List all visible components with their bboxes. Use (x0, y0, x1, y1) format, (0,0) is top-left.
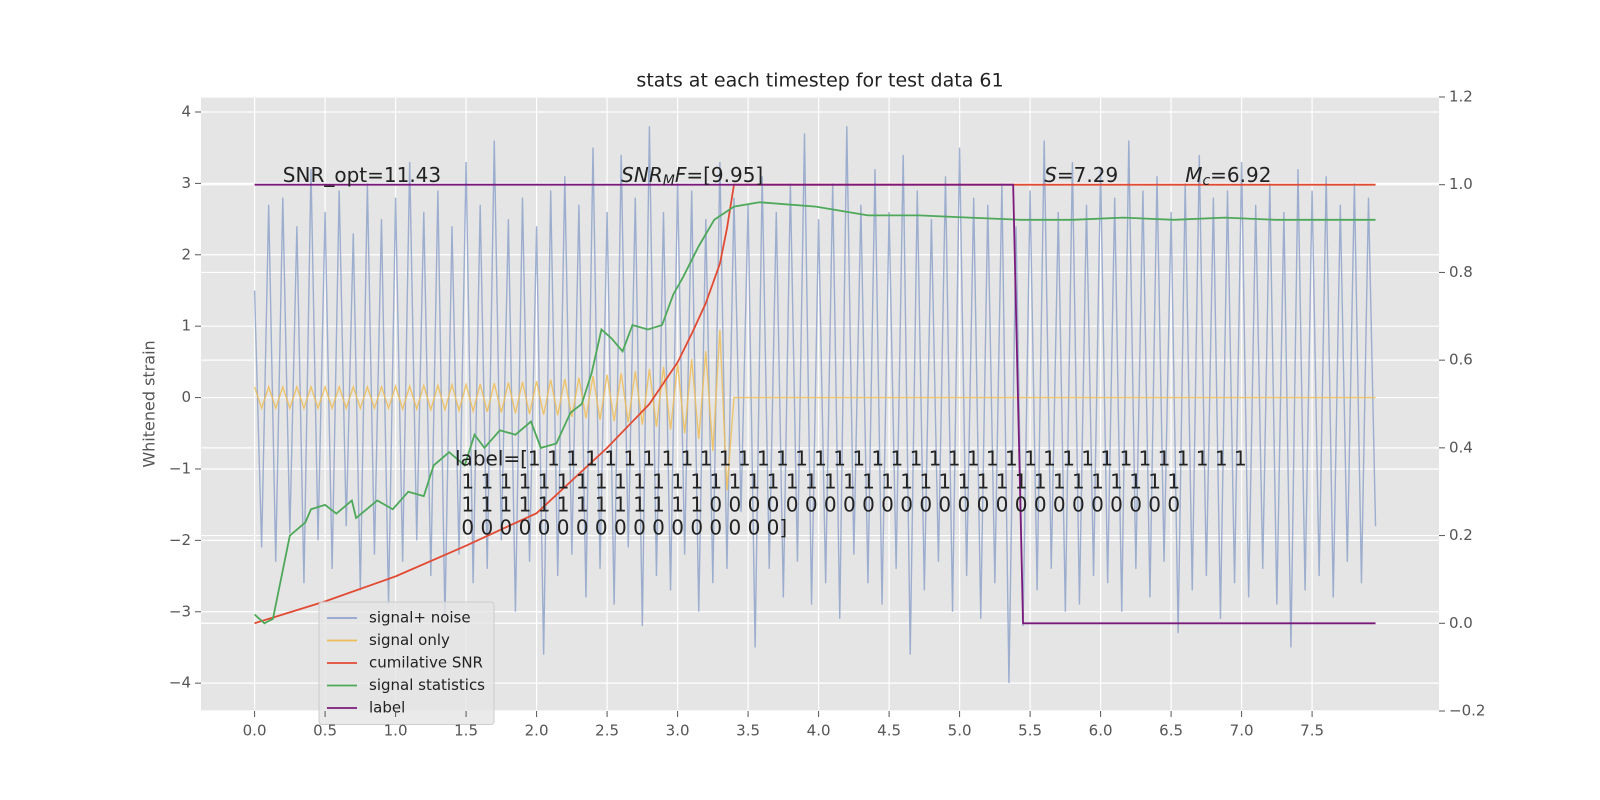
series-line (253, 201, 1376, 625)
x-tick-label: 6.5 (1159, 722, 1183, 740)
x-tick-label: 1.5 (454, 722, 478, 740)
x-tick-label: 4.0 (807, 722, 831, 740)
annotation-part: M (663, 173, 675, 189)
legend-label: cumilative SNR (369, 654, 483, 672)
annotation-part: F (675, 162, 687, 186)
chart-title: stats at each timestep for test data 61 (636, 70, 1003, 92)
annotation: S=7.29 (1044, 162, 1118, 186)
y2-tick-label: 0.6 (1449, 351, 1473, 369)
y-tick-label: −1 (169, 459, 191, 477)
annotation: Mc=6.92 (1185, 162, 1271, 189)
label-text: label=[1 1 1 1 1 1 1 1 1 1 1 1 1 1 1 1 1… (455, 447, 1247, 471)
x-tick-label: 4.5 (877, 722, 901, 740)
x-tick-label: 0.0 (243, 722, 267, 740)
x-tick-label: 5.0 (948, 722, 972, 740)
x-tick-label: 3.0 (666, 722, 690, 740)
annotation-part: =6.92 (1210, 162, 1271, 186)
annotation: SNR_opt=11.43 (283, 162, 441, 186)
y2-tick-label: 1.0 (1449, 175, 1473, 193)
annotation-part: SNR (621, 162, 663, 186)
x-tick-label: 1.0 (384, 722, 408, 740)
y-tick-label: 0 (181, 388, 191, 406)
annotation-part: M (1185, 162, 1202, 186)
series-line (254, 183, 1376, 625)
marks (253, 126, 1377, 684)
y-tick-label: 1 (181, 317, 191, 335)
annotation: SNRMF=[9.95] (621, 162, 763, 189)
y2-tick-label: 0.4 (1449, 438, 1473, 456)
y2-tick-label: 0.0 (1449, 614, 1473, 632)
x-tick-label: 7.0 (1230, 722, 1254, 740)
x-tick-label: 7.5 (1300, 722, 1324, 740)
x-tick-label: 0.5 (313, 722, 337, 740)
annotation-part: c (1202, 173, 1210, 189)
legend-label: signal only (369, 631, 450, 649)
annotations: SNR_opt=11.43 SNRMF=[9.95] S=7.29 Mc=6.92la… (283, 162, 1272, 539)
annotation-part: SNR_opt=11.43 (283, 162, 441, 186)
y-tick-label: 3 (181, 174, 191, 192)
y-tick-label: −4 (169, 674, 191, 692)
y2-tick-label: 1.2 (1449, 88, 1473, 106)
y2-tick-label: 0.8 (1449, 263, 1473, 281)
y-tick-label: −3 (169, 602, 191, 620)
annotation-part: =[9.95] (686, 162, 763, 186)
legend-label: label (369, 699, 405, 717)
y2-tick-label: 0.2 (1449, 526, 1473, 544)
series-line (253, 329, 1376, 491)
legend-box (318, 601, 495, 725)
legend: signal+ noise signal only cumilative SNR si… (318, 601, 495, 725)
y-tick-label: 2 (181, 245, 191, 263)
y-tick-label: 4 (181, 102, 191, 120)
legend-label: signal statistics (369, 676, 485, 694)
label-text: 1 1 1 1 1 1 1 1 1 1 1 1 1 1 1 1 1 1 1 1 … (455, 470, 1180, 494)
legend-label: signal+ noise (369, 609, 471, 627)
annotation-part: =7.29 (1057, 162, 1118, 186)
label-text: 1 1 1 1 1 1 1 1 1 1 1 1 1 0 0 0 0 0 0 0 … (455, 493, 1180, 517)
annotation-part: S (1044, 162, 1057, 186)
y-axis-label: Whitened strain (140, 340, 159, 467)
x-tick-label: 3.5 (736, 722, 760, 740)
label-text: 0 0 0 0 0 0 0 0 0 0 0 0 0 0 0 0 0] (455, 516, 787, 540)
series-line (254, 183, 1376, 625)
x-tick-label: 5.5 (1018, 722, 1042, 740)
x-tick-label: 2.5 (595, 722, 619, 740)
x-tick-label: 6.0 (1089, 722, 1113, 740)
y2-tick-label: −0.2 (1449, 702, 1485, 720)
series-line (253, 126, 1377, 684)
x-tick-label: 2.0 (525, 722, 549, 740)
y-tick-label: −2 (169, 531, 191, 549)
